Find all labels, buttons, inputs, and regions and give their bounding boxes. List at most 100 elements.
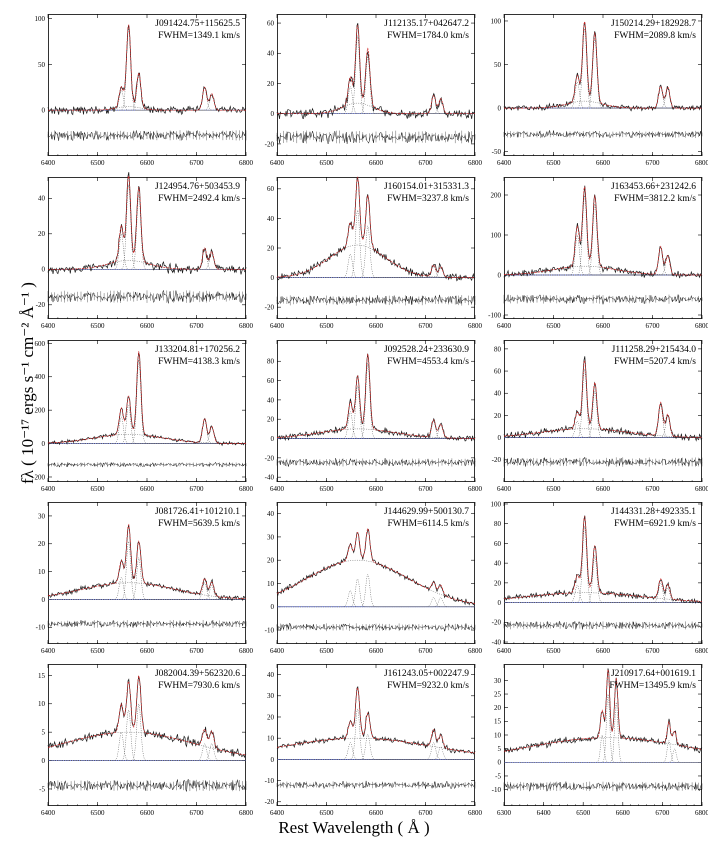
fwhm-label: FWHM=1349.1 km/s (158, 31, 240, 41)
spectrum-line (47, 676, 247, 759)
y-axis-label: fλ ( 10⁻¹⁷ ergs s⁻¹ cm⁻² Å⁻¹ ) (18, 282, 37, 484)
component-line (276, 737, 476, 754)
object-name-label: J163453.66+231242.6 (611, 182, 696, 192)
y-tick-label: 0 (498, 759, 502, 767)
component-line (48, 416, 246, 444)
spectrum-line (503, 356, 703, 442)
panel-9: 6400 6500 6600 6700 6800 -20 0 20 40 60 80 J111258.… (492, 340, 708, 493)
object-name-label: J160154.01+315331.3 (384, 182, 469, 192)
fwhm-label: FWHM=4553.4 km/s (387, 357, 469, 367)
model-fit-line (504, 359, 702, 438)
x-tick-label: 6500 (91, 809, 106, 817)
x-tick-label: 6500 (91, 647, 106, 655)
component-line (277, 590, 475, 608)
y-tick-label: -100 (488, 311, 501, 319)
fwhm-label: FWHM=4138.3 km/s (158, 357, 240, 367)
x-tick-label: 6700 (419, 647, 434, 655)
x-tick-label: 6600 (140, 647, 155, 655)
x-tick-label: 6400 (41, 159, 56, 167)
x-tick-label: 6400 (270, 485, 285, 493)
fwhm-label: FWHM=5639.5 km/s (158, 519, 240, 529)
component-line (277, 573, 475, 608)
y-tick-label: 30 (494, 677, 502, 685)
y-tick-label: 200 (35, 407, 46, 415)
component-line (504, 582, 702, 603)
y-tick-label: 15 (494, 718, 502, 726)
fwhm-label: FWHM=9232.0 km/s (387, 681, 469, 691)
object-name-label: J111258.29+215434.0 (612, 345, 697, 355)
y-tick-label: 200 (491, 191, 502, 199)
y-tick-label: 0 (271, 603, 275, 611)
y-tick-label: 100 (35, 15, 46, 23)
y-tick-label: 400 (35, 373, 46, 381)
y-tick-label: 600 (35, 340, 46, 348)
x-tick-label: 6500 (547, 159, 562, 167)
spectrum-line (503, 668, 703, 754)
x-tick-label: 6500 (547, 322, 562, 330)
x-tick-label: 6600 (369, 809, 384, 817)
y-tick-label: -20 (265, 140, 275, 148)
spectrum-line (276, 23, 476, 120)
y-tick-label: 40 (267, 215, 275, 223)
y-tick-label: -10 (265, 626, 275, 634)
component-line (48, 404, 246, 444)
component-line (48, 576, 246, 600)
model-fit-line (503, 516, 703, 602)
model-fit-line (48, 24, 246, 111)
object-name-label: J150214.29+182928.7 (611, 19, 696, 29)
x-tick-label: 6800 (695, 322, 708, 330)
x-tick-label: 6600 (596, 322, 611, 330)
panel-1: 6400 6500 6600 6700 6800 0 50 100 J091424.75+115… (35, 14, 254, 167)
component-line (504, 748, 702, 763)
fwhm-label: FWHM=3237.8 km/s (387, 194, 469, 204)
y-tick-label: 30 (267, 692, 275, 700)
component-line (277, 209, 475, 278)
spectrum-line (503, 21, 703, 112)
y-tick-label: -20 (492, 456, 502, 464)
component-line (48, 260, 246, 270)
y-tick-label: -200 (32, 473, 45, 481)
model-fit-line (503, 186, 702, 276)
panel-5: 6400 6500 6600 6700 6800 -20 0 20 40 60 J160154.01… (265, 176, 483, 330)
x-tick-label: 6500 (547, 485, 562, 493)
spectrum-line (276, 685, 476, 755)
y-tick-label: 10 (38, 568, 46, 576)
object-name-label: J210917.64+001619.1 (611, 669, 696, 679)
y-tick-label: 40 (267, 510, 275, 518)
y-tick-label: -20 (265, 304, 275, 312)
y-tick-label: -10 (492, 786, 502, 794)
y-tick-label: 50 (494, 61, 502, 69)
component-line (504, 195, 702, 276)
y-tick-label: 0 (271, 756, 275, 764)
y-tick-label: 0 (42, 266, 46, 274)
y-tick-label: -5 (39, 785, 45, 793)
x-tick-label: 6500 (320, 809, 335, 817)
x-tick-label: 6800 (239, 159, 254, 167)
y-tick-label: 20 (38, 230, 46, 238)
x-tick-label: 6800 (468, 322, 483, 330)
x-tick-label: 6500 (320, 322, 335, 330)
x-tick-label: 6600 (369, 647, 384, 655)
y-tick-label: 10 (267, 580, 275, 588)
x-tick-label: 6500 (320, 647, 335, 655)
y-tick-label: 60 (494, 367, 502, 375)
fwhm-label: FWHM=6921.9 km/s (614, 519, 696, 529)
y-tick-label: 30 (267, 533, 275, 541)
model-fit-line (47, 351, 246, 444)
x-tick-label: 6800 (239, 647, 254, 655)
y-tick-label: 40 (267, 396, 275, 404)
component-line (277, 741, 475, 760)
y-tick-label: 30 (38, 512, 46, 520)
component-line (277, 424, 475, 439)
spectrum-line (47, 172, 247, 275)
y-tick-label: 5 (498, 745, 502, 753)
model-fit-line (504, 21, 702, 109)
fwhm-label: FWHM=2492.4 km/s (158, 194, 240, 204)
spectrum-line (503, 185, 703, 279)
y-tick-label: 20 (267, 244, 275, 252)
y-tick-label: 60 (494, 540, 502, 548)
model-fit-line (277, 25, 475, 115)
component-line (504, 694, 702, 763)
x-tick-label: 6700 (190, 809, 205, 817)
y-tick-label: 80 (267, 358, 275, 366)
